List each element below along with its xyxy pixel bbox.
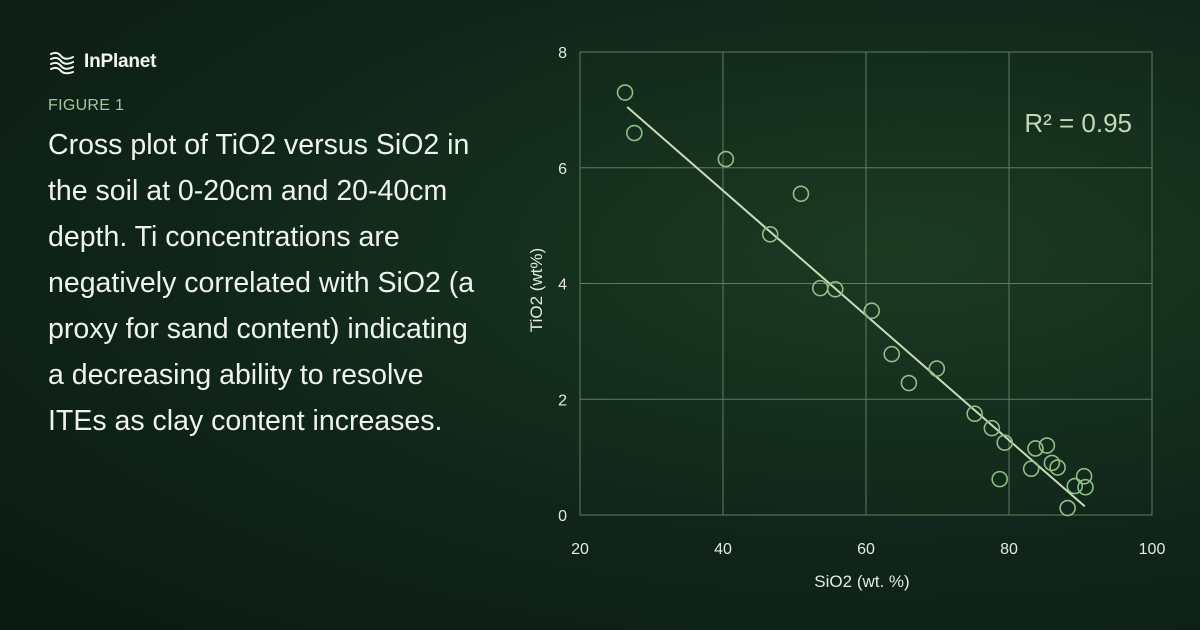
- data-point: [991, 470, 1009, 488]
- data-point: [1049, 459, 1066, 476]
- y-tick-label: 2: [558, 392, 567, 409]
- data-point: [1038, 437, 1056, 454]
- figure-label: FIGURE 1: [48, 97, 125, 114]
- x-tick-label: 20: [571, 541, 589, 558]
- y-axis-title: TiO2 (wt%): [527, 248, 546, 332]
- inplanet-logo-icon: [50, 51, 74, 75]
- data-point: [1027, 440, 1044, 457]
- y-tick-label: 6: [558, 161, 567, 178]
- data-point: [761, 226, 779, 243]
- r-squared-annotation: R² = 0.95: [1024, 108, 1132, 138]
- data-point: [811, 279, 829, 297]
- data-point: [863, 302, 881, 320]
- x-tick-label: 40: [714, 541, 732, 558]
- brand: InPlanet: [48, 48, 157, 76]
- x-tick-label: 100: [1139, 541, 1166, 558]
- data-point: [996, 434, 1014, 451]
- tick-labels: 20 40 60 80 100 0 2 4 6 8: [558, 45, 1165, 558]
- y-tick-label: 0: [558, 508, 567, 525]
- data-point: [1059, 499, 1076, 517]
- data-point: [966, 405, 983, 423]
- figure-caption: Cross plot of TiO2 versus SiO2 in the so…: [48, 129, 475, 437]
- data-point: [616, 84, 634, 101]
- data-point: [1043, 454, 1061, 472]
- data-point: [792, 185, 810, 203]
- data-point: [826, 280, 844, 298]
- y-tick-label: 8: [558, 45, 567, 62]
- data-point: [883, 345, 901, 363]
- data-point: [900, 374, 918, 392]
- data-point: [983, 419, 1001, 437]
- x-axis-title: SiO2 (wt. %): [814, 572, 909, 591]
- data-point: [928, 360, 946, 377]
- y-tick-label: 4: [558, 277, 567, 294]
- data-point: [1022, 460, 1040, 478]
- data-point: [1066, 477, 1084, 495]
- x-tick-label: 60: [857, 541, 875, 558]
- data-point: [1077, 478, 1094, 496]
- x-tick-label: 80: [1000, 541, 1018, 558]
- brand-name: InPlanet: [84, 51, 157, 72]
- data-point: [717, 150, 735, 168]
- data-points: [616, 84, 1094, 517]
- trendline: [626, 106, 1086, 508]
- plot-frame: [579, 51, 1153, 516]
- data-point: [626, 124, 643, 142]
- data-point: [1075, 467, 1093, 485]
